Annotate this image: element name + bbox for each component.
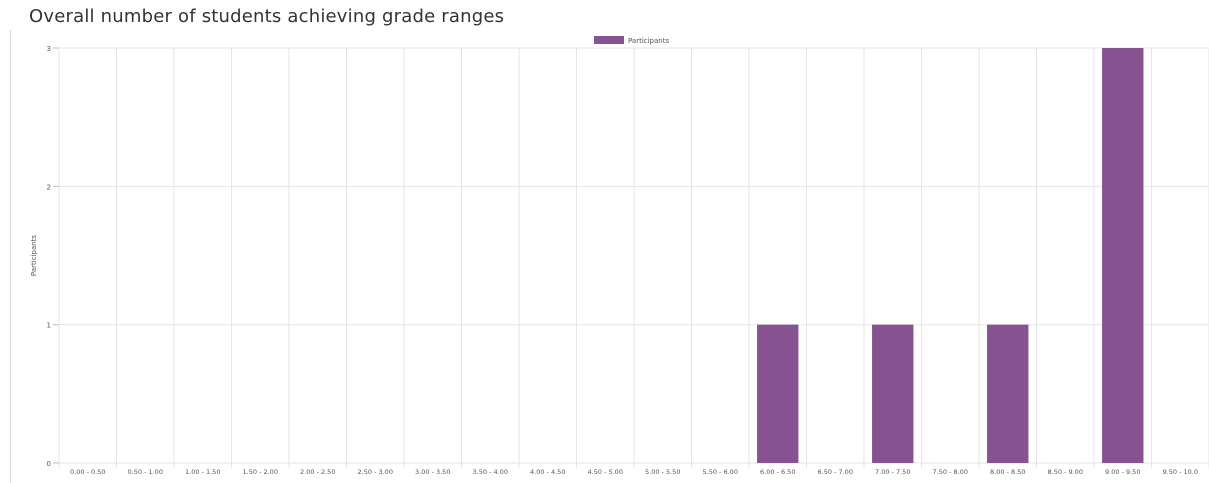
- chart-title: Overall number of students achieving gra…: [29, 6, 505, 27]
- y-tick-label: 2: [47, 183, 51, 191]
- x-tick-label: 6.50 - 7.00: [818, 468, 853, 476]
- bar: [757, 324, 799, 463]
- y-tick-label: 3: [47, 45, 51, 53]
- legend-swatch: [594, 36, 624, 44]
- x-tick-label: 5.00 - 5.50: [645, 468, 680, 476]
- panel-border: [10, 30, 11, 483]
- x-tick-label: 3.00 - 3.50: [415, 468, 450, 476]
- legend-label: Participants: [628, 37, 669, 45]
- x-tick-label: 3.50 - 4.00: [473, 468, 508, 476]
- x-tick-label: 1.50 - 2.00: [243, 468, 278, 476]
- y-axis-label: Participants: [30, 235, 38, 276]
- x-tick-label: 0.00 - 0.50: [70, 468, 105, 476]
- y-tick-label: 1: [47, 322, 51, 330]
- y-tick-label: 0: [47, 460, 51, 468]
- x-tick-label: 6.00 - 6.50: [760, 468, 795, 476]
- x-tick-label: 5.50 - 6.00: [703, 468, 738, 476]
- bar: [987, 324, 1029, 463]
- x-tick-label: 7.00 - 7.50: [875, 468, 910, 476]
- x-tick-label: 2.00 - 2.50: [300, 468, 335, 476]
- bar: [872, 324, 914, 463]
- x-tick-label: 8.50 - 9.00: [1048, 468, 1083, 476]
- x-tick-label: 4.00 - 4.50: [530, 468, 565, 476]
- x-tick-label: 8.00 - 8.50: [990, 468, 1025, 476]
- x-tick-label: 0.50 - 1.00: [128, 468, 163, 476]
- x-tick-label: 1.00 - 1.50: [185, 468, 220, 476]
- bar: [1102, 48, 1144, 463]
- x-tick-label: 4.50 - 5.00: [588, 468, 623, 476]
- legend: Participants: [594, 36, 669, 45]
- x-tick-label: 7.50 - 8.00: [933, 468, 968, 476]
- x-tick-label: 9.00 - 9.50: [1105, 468, 1140, 476]
- x-tick-label: 2.50 - 3.00: [358, 468, 393, 476]
- x-tick-label: 9.50 - 10.0: [1163, 468, 1198, 476]
